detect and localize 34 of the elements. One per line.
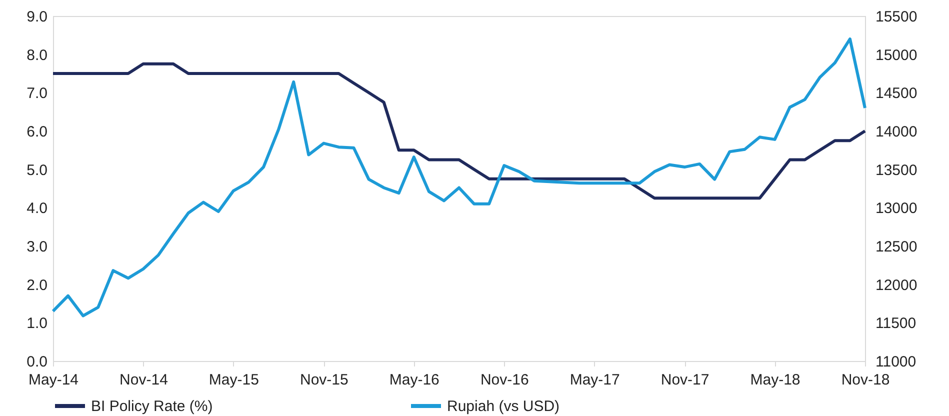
line-series bbox=[52, 38, 866, 318]
x-tick-label: Nov-17 bbox=[660, 372, 710, 388]
x-tick-label: Nov-15 bbox=[300, 372, 348, 388]
y2-tick-label: 12000 bbox=[876, 276, 918, 294]
y2-tick-label: 12500 bbox=[876, 238, 918, 256]
y2-tick-label: 13500 bbox=[876, 162, 918, 179]
y-tick-label: 8.0 bbox=[26, 46, 48, 64]
x-tick-label: Nov-18 bbox=[841, 372, 890, 388]
y2-tick-label: 14500 bbox=[876, 85, 918, 102]
legend-label: Rupiah (vs USD) bbox=[447, 398, 560, 415]
y-tick-label: 0.0 bbox=[26, 354, 48, 370]
x-tick-label: Nov-16 bbox=[480, 372, 529, 388]
y2-tick-label: 15500 bbox=[876, 8, 918, 26]
x-tick-label: May-14 bbox=[28, 372, 79, 388]
y2-tick-label: 11500 bbox=[876, 315, 916, 332]
x-tick-label: May-17 bbox=[570, 372, 620, 388]
y2-tick-label: 15000 bbox=[876, 46, 918, 64]
y-tick-label: 9.0 bbox=[26, 8, 48, 26]
line-series bbox=[52, 62, 866, 200]
y2-tick-label: 11000 bbox=[876, 354, 916, 370]
legend-label: BI Policy Rate (%) bbox=[91, 398, 213, 415]
y2-tick-label: 14000 bbox=[876, 124, 918, 140]
y-tick-label: 3.0 bbox=[26, 238, 48, 256]
y-tick-label: 5.0 bbox=[26, 162, 48, 179]
y-tick-label: 2.0 bbox=[26, 276, 48, 294]
y2-tick-label: 13000 bbox=[876, 200, 918, 218]
y-tick-label: 7.0 bbox=[26, 85, 48, 102]
y-tick-label: 6.0 bbox=[26, 124, 48, 140]
y-tick-label: 4.0 bbox=[26, 200, 48, 218]
x-tick-label: May-18 bbox=[750, 372, 800, 388]
y-tick-label: 1.0 bbox=[26, 315, 48, 332]
x-tick-label: May-15 bbox=[208, 372, 259, 388]
x-tick-label: May-16 bbox=[389, 372, 440, 388]
x-tick-label: Nov-14 bbox=[120, 372, 168, 388]
